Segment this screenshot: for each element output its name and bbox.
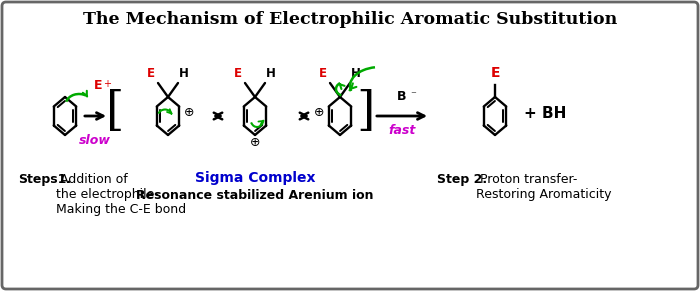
Text: E: E <box>94 79 102 92</box>
Text: Proton transfer-
Restoring Aromaticity: Proton transfer- Restoring Aromaticity <box>476 173 612 201</box>
Text: ⊕: ⊕ <box>183 106 195 118</box>
Text: H: H <box>179 67 189 80</box>
Text: E: E <box>147 67 155 80</box>
Text: B: B <box>398 90 407 103</box>
Text: [: [ <box>106 89 124 135</box>
Text: slow: slow <box>79 134 111 147</box>
Text: + BH: + BH <box>524 107 566 122</box>
Text: Resonance stabilized Arenium ion: Resonance stabilized Arenium ion <box>136 189 374 202</box>
Text: ]: ] <box>356 89 375 135</box>
Text: H: H <box>266 67 276 80</box>
Text: E: E <box>319 67 327 80</box>
Text: Addition of
the electrophile-
Making the C-E bond: Addition of the electrophile- Making the… <box>56 173 186 216</box>
Text: ⁻: ⁻ <box>410 90 416 100</box>
Text: ⊕: ⊕ <box>314 106 324 118</box>
Text: E: E <box>490 66 500 80</box>
Text: The Mechanism of Electrophilic Aromatic Substitution: The Mechanism of Electrophilic Aromatic … <box>83 10 617 28</box>
Text: fast: fast <box>389 124 416 137</box>
Text: E: E <box>234 67 242 80</box>
Text: ⊕: ⊕ <box>250 136 260 150</box>
Text: H: H <box>351 67 361 80</box>
Text: Step 2.: Step 2. <box>437 173 487 186</box>
Text: Steps1.: Steps1. <box>18 173 71 186</box>
Text: Sigma Complex: Sigma Complex <box>195 171 315 185</box>
Text: +: + <box>103 79 111 89</box>
